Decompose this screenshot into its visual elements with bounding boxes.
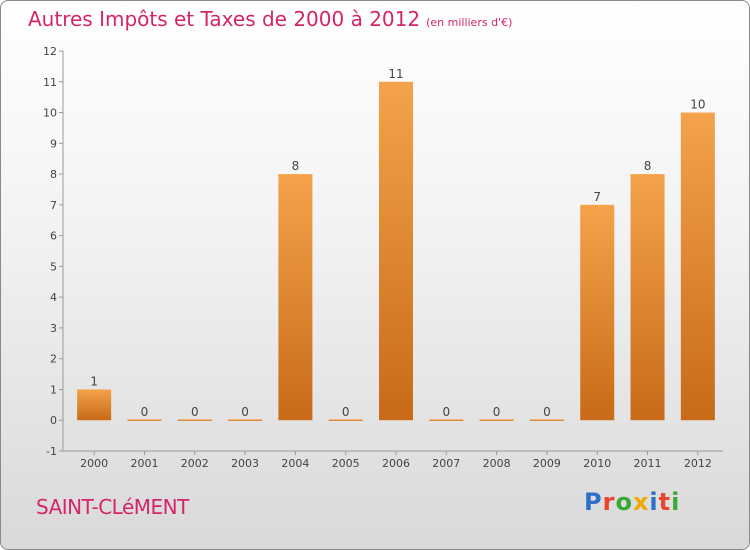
bar [77, 389, 112, 421]
value-label: 0 [342, 405, 350, 419]
logo-letter: r [602, 488, 616, 516]
value-label: 10 [690, 98, 705, 112]
value-label: 0 [493, 405, 501, 419]
x-tick-label: 2010 [583, 457, 611, 470]
chart-unit: (en milliers d'€) [426, 16, 513, 29]
y-tick-label: 3 [50, 322, 57, 335]
y-tick-label: 5 [50, 260, 57, 273]
chart-title-main: Autres Impôts et Taxes de 2000 à 2012 [28, 7, 421, 31]
y-tick-label: 10 [43, 107, 57, 120]
x-tick-label: 2006 [382, 457, 410, 470]
logo-letter: x [632, 488, 650, 516]
x-tick-label: 2001 [130, 457, 158, 470]
y-tick-label: 2 [50, 353, 57, 366]
value-label: 0 [241, 405, 249, 419]
x-tick-label: 2009 [533, 457, 561, 470]
x-tick-label: 2007 [432, 457, 460, 470]
logo-letter: i [649, 488, 659, 516]
value-label: 8 [292, 159, 300, 173]
y-tick-label: 1 [50, 383, 57, 396]
logo-letter: o [615, 488, 633, 516]
bar [278, 174, 313, 421]
value-label: 8 [644, 159, 652, 173]
x-tick-label: 2000 [80, 457, 108, 470]
x-tick-label: 2012 [684, 457, 712, 470]
proxiti-logo[interactable]: Proxiti [584, 488, 680, 516]
x-tick-label: 2011 [634, 457, 662, 470]
y-tick-label: 8 [50, 168, 57, 181]
value-label: 7 [593, 190, 601, 204]
y-tick-label: 7 [50, 199, 57, 212]
x-tick-label: 2004 [281, 457, 309, 470]
y-tick-label: 4 [50, 291, 57, 304]
bar [630, 174, 665, 421]
value-label: 0 [141, 405, 149, 419]
value-label: 1 [90, 374, 98, 388]
value-label: 11 [388, 67, 403, 81]
y-tick-label: 11 [43, 76, 57, 89]
y-tick-label: 6 [50, 230, 57, 243]
x-tick-label: 2008 [483, 457, 511, 470]
logo-letter: t [658, 488, 672, 516]
y-tick-label: 12 [43, 45, 57, 58]
bar [379, 81, 413, 421]
commune-name: SAINT-CLéMENT [36, 495, 189, 519]
y-tick-label: -1 [46, 445, 57, 458]
x-tick-label: 2002 [181, 457, 209, 470]
bar [680, 112, 715, 421]
value-label: 0 [191, 405, 199, 419]
y-tick-label: 9 [50, 137, 57, 150]
value-label: 0 [543, 405, 551, 419]
x-tick-label: 2003 [231, 457, 259, 470]
bar [580, 204, 615, 421]
chart-title: Autres Impôts et Taxes de 2000 à 2012 (en… [28, 7, 512, 31]
logo-letter: i [671, 488, 681, 516]
y-tick-label: 0 [50, 414, 57, 427]
logo-letter: P [584, 488, 603, 516]
x-tick-label: 2005 [332, 457, 360, 470]
value-label: 0 [442, 405, 450, 419]
